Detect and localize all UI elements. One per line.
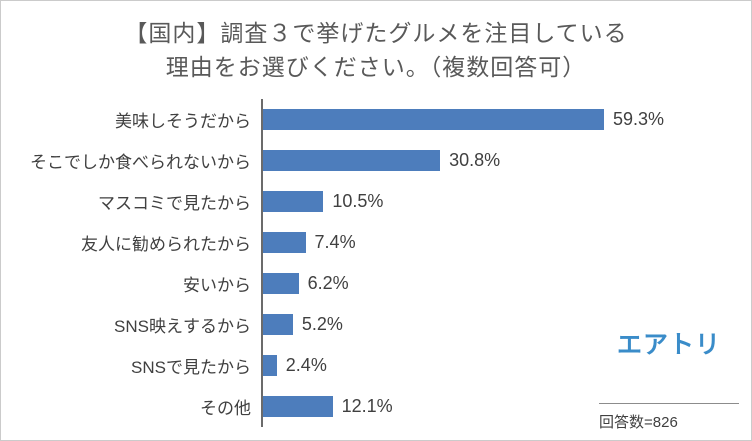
bar [263, 314, 293, 335]
category-label: 美味しそうだから [115, 112, 251, 131]
value-label: 7.4% [314, 232, 356, 252]
bar-row: そこでしか食べられないから 30.8% [1, 140, 751, 181]
bar [263, 150, 441, 171]
bar [263, 109, 604, 130]
bar-track: 7.4% [261, 222, 751, 263]
airtrip-logo: エアトリ [616, 331, 721, 359]
category-label: SNSで見たから [131, 358, 251, 377]
value-label: 2.4% [285, 355, 327, 375]
category-label: 友人に勧められたから [81, 235, 251, 254]
bar-track: 59.3% [261, 99, 751, 140]
category-label: 安いから [183, 276, 251, 295]
bar [263, 355, 277, 376]
value-label: 5.2% [301, 314, 343, 334]
value-label: 6.2% [307, 273, 349, 293]
value-label: 12.1% [341, 396, 393, 416]
bar-track: 10.5% [261, 181, 751, 222]
bar [263, 396, 333, 417]
bar [263, 232, 306, 253]
bar-track: 5.2% [261, 304, 751, 345]
footer: エアトリ 回答数=826 [599, 325, 739, 432]
bar-track: 6.2% [261, 263, 751, 304]
chart-title-line2: 理由をお選びください。（複数回答可） [165, 54, 587, 80]
value-label: 10.5% [332, 191, 384, 211]
category-label: SNS映えするから [114, 317, 251, 336]
respondent-count: 回答数=826 [599, 403, 739, 432]
category-label: そこでしか食べられないから [30, 153, 251, 172]
bar-row: その他 12.1% [1, 386, 751, 427]
bar-chart: 美味しそうだから 59.3% そこでしか食べられないから 30.8% マスコミで… [1, 99, 751, 427]
category-label: マスコミで見たから [98, 194, 251, 213]
chart-title: 【国内】調査３で挙げたグルメを注目している 理由をお選びください。（複数回答可） [1, 1, 751, 84]
bar-row: マスコミで見たから 10.5% [1, 181, 751, 222]
value-label: 59.3% [612, 109, 665, 129]
bar-row: SNS映えするから 5.2% [1, 304, 751, 345]
bar-row: SNSで見たから 2.4% [1, 345, 751, 386]
value-label: 30.8% [449, 150, 501, 170]
bar [263, 191, 324, 212]
category-label: その他 [200, 399, 251, 418]
bar-row: 安いから 6.2% [1, 263, 751, 304]
bar-row: 美味しそうだから 59.3% [1, 99, 751, 140]
bar-track: 12.1% [261, 386, 751, 427]
bar-track: 2.4% [261, 345, 751, 386]
bar [263, 273, 299, 294]
bar-row: 友人に勧められたから 7.4% [1, 222, 751, 263]
bar-track: 30.8% [261, 140, 751, 181]
chart-title-line1: 【国内】調査３で挙げたグルメを注目している [124, 20, 628, 46]
